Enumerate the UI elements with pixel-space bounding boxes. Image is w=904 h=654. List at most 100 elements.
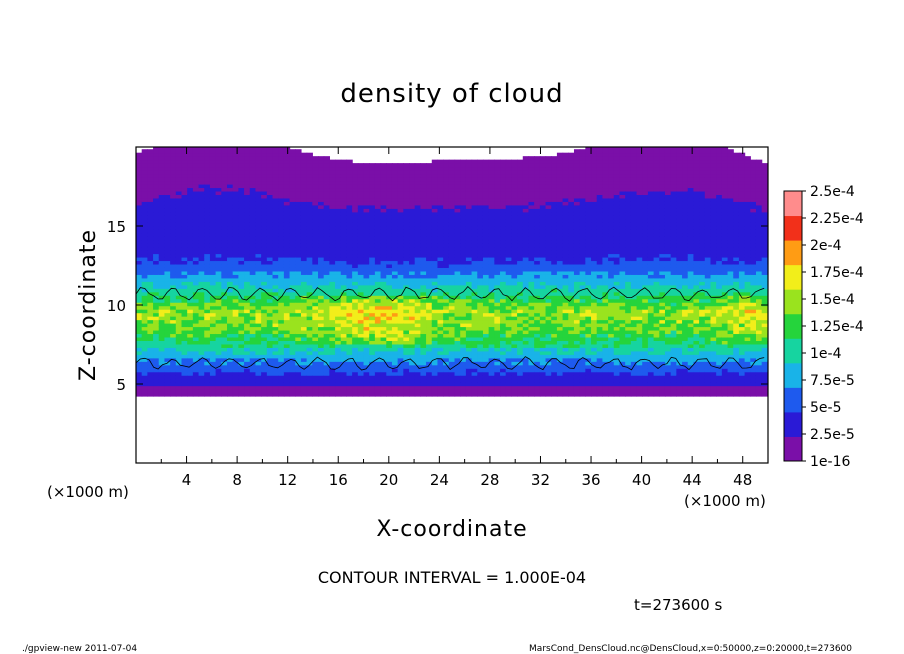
heatmap-cell	[539, 309, 547, 314]
heatmap-cell	[175, 152, 183, 157]
heatmap-cell	[312, 232, 319, 237]
heatmap-cell	[488, 263, 495, 268]
heatmap-cell	[494, 166, 501, 171]
heatmap-cell	[500, 229, 507, 234]
heatmap-cell	[465, 319, 473, 324]
heatmap-cell	[306, 270, 313, 275]
heatmap-cell	[454, 190, 461, 195]
heatmap-cell	[403, 309, 410, 314]
heatmap-cell	[147, 236, 154, 241]
heatmap-cell	[426, 204, 433, 209]
heatmap-cell	[437, 312, 444, 317]
heatmap-cell	[482, 250, 490, 255]
heatmap-cell	[352, 350, 359, 355]
heatmap-cell	[443, 326, 450, 331]
heatmap-cell	[187, 382, 194, 387]
heatmap-cell	[266, 256, 274, 262]
heatmap-cell	[283, 368, 291, 373]
heatmap-cell	[352, 312, 359, 317]
heatmap-cell	[136, 177, 143, 182]
heatmap-cell	[420, 288, 427, 293]
heatmap-cell	[391, 336, 399, 341]
heatmap-cell	[465, 270, 473, 275]
heatmap-cell	[238, 302, 245, 307]
heatmap-cell	[175, 218, 183, 223]
heatmap-cell	[147, 183, 154, 189]
heatmap-cell	[443, 201, 450, 206]
heatmap-cell	[215, 329, 222, 335]
heatmap-cell	[386, 288, 393, 293]
heatmap-cell	[306, 170, 313, 175]
heatmap-cell	[522, 197, 530, 202]
heatmap-cell	[471, 281, 478, 286]
heatmap-cell	[261, 378, 268, 383]
heatmap-cell	[147, 378, 154, 383]
heatmap-cell	[204, 156, 211, 161]
heatmap-cell	[409, 180, 416, 185]
heatmap-cell	[340, 316, 348, 321]
heatmap-cell	[141, 375, 148, 380]
heatmap-cell	[261, 316, 268, 321]
heatmap-cell	[221, 267, 228, 272]
heatmap-cell	[198, 284, 205, 289]
heatmap-cell	[511, 277, 518, 282]
heatmap-cell	[147, 218, 154, 223]
heatmap-cell	[192, 288, 200, 293]
heatmap-cell	[397, 218, 404, 223]
heatmap-cell	[209, 291, 217, 296]
heatmap-cell	[488, 295, 495, 300]
heatmap-cell	[426, 375, 433, 380]
heatmap-cell	[164, 329, 171, 335]
heatmap-cell	[511, 343, 518, 348]
heatmap-cell	[346, 284, 353, 289]
heatmap-cell	[340, 312, 348, 317]
heatmap-cell	[431, 229, 439, 234]
heatmap-cell	[227, 361, 234, 366]
heatmap-cell	[403, 364, 410, 369]
heatmap-cell	[181, 229, 188, 234]
heatmap-cell	[409, 211, 416, 216]
heatmap-cell	[352, 163, 359, 168]
heatmap-cell	[409, 170, 416, 175]
heatmap-cell	[295, 180, 302, 185]
heatmap-cell	[136, 190, 143, 195]
heatmap-cell	[255, 190, 262, 195]
heatmap-cell	[437, 295, 444, 300]
heatmap-cell	[187, 253, 194, 258]
heatmap-cell	[426, 288, 433, 293]
heatmap-cell	[420, 392, 427, 397]
heatmap-cell	[494, 260, 501, 265]
heatmap-cell	[261, 354, 268, 359]
heatmap-cell	[431, 288, 439, 293]
heatmap-cell	[181, 194, 188, 199]
heatmap-cell	[329, 243, 336, 248]
heatmap-cell	[374, 343, 382, 348]
heatmap-cell	[198, 170, 205, 175]
heatmap-cell	[278, 375, 285, 380]
heatmap-cell	[448, 336, 456, 341]
heatmap-cell	[164, 371, 171, 376]
heatmap-cell	[374, 246, 382, 251]
heatmap-cell	[323, 350, 330, 355]
heatmap-cell	[312, 350, 319, 355]
heatmap-cell	[357, 277, 365, 282]
heatmap-cell	[346, 229, 353, 234]
heatmap-cell	[244, 389, 251, 394]
heatmap-cell	[386, 319, 393, 324]
heatmap-cell	[488, 222, 495, 227]
heatmap-cell	[261, 166, 268, 171]
heatmap-cell	[192, 364, 200, 369]
heatmap-cell	[437, 163, 444, 168]
heatmap-cell	[318, 385, 325, 390]
heatmap-cell	[505, 194, 513, 199]
heatmap-cell	[209, 340, 217, 345]
heatmap-cell	[329, 187, 336, 192]
heatmap-cell	[386, 194, 393, 199]
heatmap-cell	[221, 243, 228, 248]
heatmap-cell	[357, 229, 365, 234]
heatmap-cell	[488, 190, 495, 195]
heatmap-cell	[175, 302, 183, 307]
heatmap-cell	[511, 177, 518, 182]
heatmap-cell	[465, 357, 473, 362]
heatmap-cell	[409, 382, 416, 387]
